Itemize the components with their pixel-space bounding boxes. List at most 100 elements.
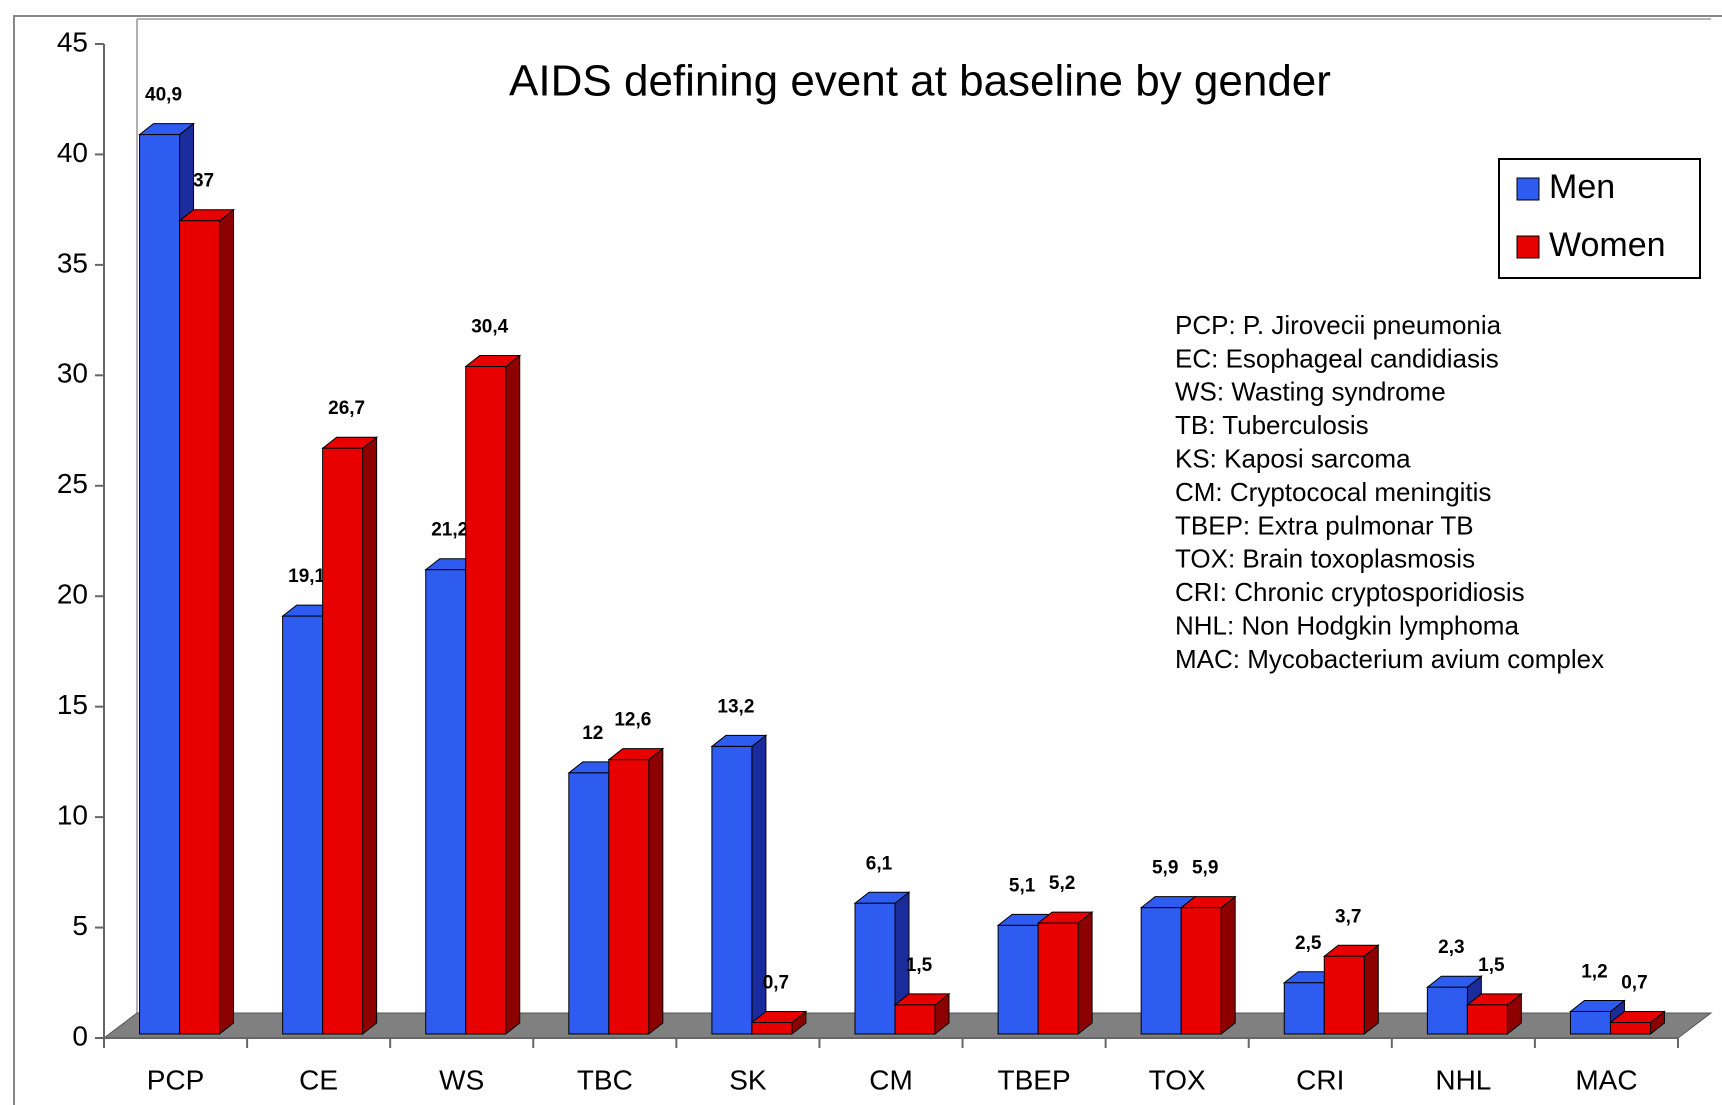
data-label: 12 (582, 723, 603, 744)
annotation: TB: Tuberculosis (1175, 410, 1369, 440)
bar-side (1220, 895, 1236, 1036)
x-tick-label: CE (299, 1064, 338, 1095)
y-tick-label: 15 (57, 689, 88, 720)
x-tick-label: PCP (147, 1064, 205, 1095)
bar (1179, 895, 1237, 1036)
bar-front (1180, 907, 1222, 1035)
bar (1465, 992, 1523, 1036)
bar-front (751, 1022, 793, 1035)
legend-label: Women (1549, 226, 1666, 264)
data-label: 5,9 (1152, 858, 1178, 879)
y-tick-label: 40 (57, 137, 88, 168)
bar-front (179, 220, 221, 1035)
bar (464, 354, 522, 1036)
bar-front (1426, 986, 1468, 1035)
bar (750, 1010, 808, 1036)
y-tick-label: 25 (57, 468, 88, 499)
bar (1036, 911, 1094, 1036)
bar-front (894, 1004, 936, 1035)
bar-front (139, 134, 181, 1035)
data-label: 30,4 (471, 317, 508, 338)
annotation: TOX: Brain toxoplasmosis (1175, 544, 1475, 574)
y-tick-label: 35 (57, 247, 88, 278)
bar-front (711, 745, 753, 1035)
data-label: 19,1 (288, 566, 325, 587)
annotation: TBEP: Extra pulmonar TB (1175, 510, 1474, 540)
x-tick-label: TOX (1149, 1064, 1206, 1095)
data-label: 1,2 (1581, 962, 1607, 983)
annotation: CM: Cryptococal meningitis (1175, 477, 1491, 507)
bar-front (997, 924, 1039, 1035)
data-label: 2,5 (1295, 933, 1322, 954)
x-tick-label: MAC (1575, 1064, 1637, 1095)
annotation: PCP: P. Jirovecii pneumonia (1175, 310, 1502, 340)
data-label: 1,5 (906, 955, 933, 976)
chart-frame (13, 15, 1722, 1105)
bar-front (1609, 1022, 1651, 1035)
bar-front (322, 447, 364, 1035)
data-label: 12,6 (614, 710, 651, 731)
legend-label: Men (1549, 168, 1615, 206)
data-label: 2,3 (1438, 937, 1464, 958)
data-label: 6,1 (866, 853, 893, 874)
data-label: 5,2 (1049, 873, 1075, 894)
y-tick-label: 5 (72, 910, 88, 941)
x-tick-label: CRI (1296, 1064, 1344, 1095)
data-label: 5,1 (1009, 875, 1036, 896)
legend-swatch (1516, 177, 1540, 201)
bar-side (1363, 944, 1379, 1036)
bar-front (282, 615, 324, 1035)
annotation: NHL: Non Hodgkin lymphoma (1175, 610, 1519, 640)
x-tick-label: TBC (577, 1064, 633, 1095)
data-label: 37 (193, 171, 214, 192)
bar-front (465, 365, 507, 1035)
bar-front (1140, 907, 1182, 1035)
bar-front (1466, 1004, 1508, 1035)
bar-front (1323, 955, 1365, 1035)
data-label: 21,2 (431, 520, 468, 541)
annotation: MAC: Mycobacterium avium complex (1175, 644, 1604, 674)
bar-front (854, 902, 896, 1035)
x-tick-label: SK (729, 1064, 767, 1095)
x-tick-label: TBEP (998, 1064, 1071, 1095)
legend-swatch (1516, 235, 1540, 259)
bar-side (505, 354, 521, 1036)
data-label: 3,7 (1335, 906, 1361, 927)
annotation: KS: Kaposi sarcoma (1175, 443, 1411, 473)
bar-front (608, 759, 650, 1035)
bar (607, 747, 665, 1036)
data-label: 0,7 (1621, 973, 1647, 994)
bar-front (568, 772, 610, 1035)
data-label: 40,9 (145, 85, 182, 106)
bar-front (425, 569, 467, 1035)
data-label: 1,5 (1478, 955, 1505, 976)
y-tick-label: 30 (57, 358, 88, 389)
bar-front (1569, 1010, 1611, 1035)
y-tick-label: 45 (57, 26, 88, 57)
data-label: 26,7 (328, 398, 365, 419)
bar (321, 436, 379, 1036)
y-tick-label: 10 (57, 800, 88, 831)
y-tick-label: 20 (57, 579, 88, 610)
annotation: CRI: Chronic cryptosporidiosis (1175, 577, 1525, 607)
data-label: 5,9 (1192, 858, 1218, 879)
chart-title: AIDS defining event at baseline by gende… (509, 57, 1331, 106)
bar-front (1037, 922, 1079, 1035)
annotation: WS: Wasting syndrome (1175, 377, 1446, 407)
annotation: EC: Esophageal candidiasis (1175, 343, 1499, 373)
bar-side (362, 436, 378, 1036)
bar (710, 734, 768, 1036)
bar-side (648, 747, 664, 1036)
bar (178, 208, 235, 1036)
bar-side (219, 208, 235, 1036)
bar-front (1283, 982, 1325, 1035)
x-tick-label: CM (869, 1064, 913, 1095)
x-tick-label: WS (439, 1064, 484, 1095)
bar (893, 992, 951, 1036)
data-label: 13,2 (717, 696, 754, 717)
data-label: 0,7 (763, 973, 789, 994)
y-tick-label: 0 (72, 1020, 88, 1051)
bar (1322, 944, 1380, 1036)
